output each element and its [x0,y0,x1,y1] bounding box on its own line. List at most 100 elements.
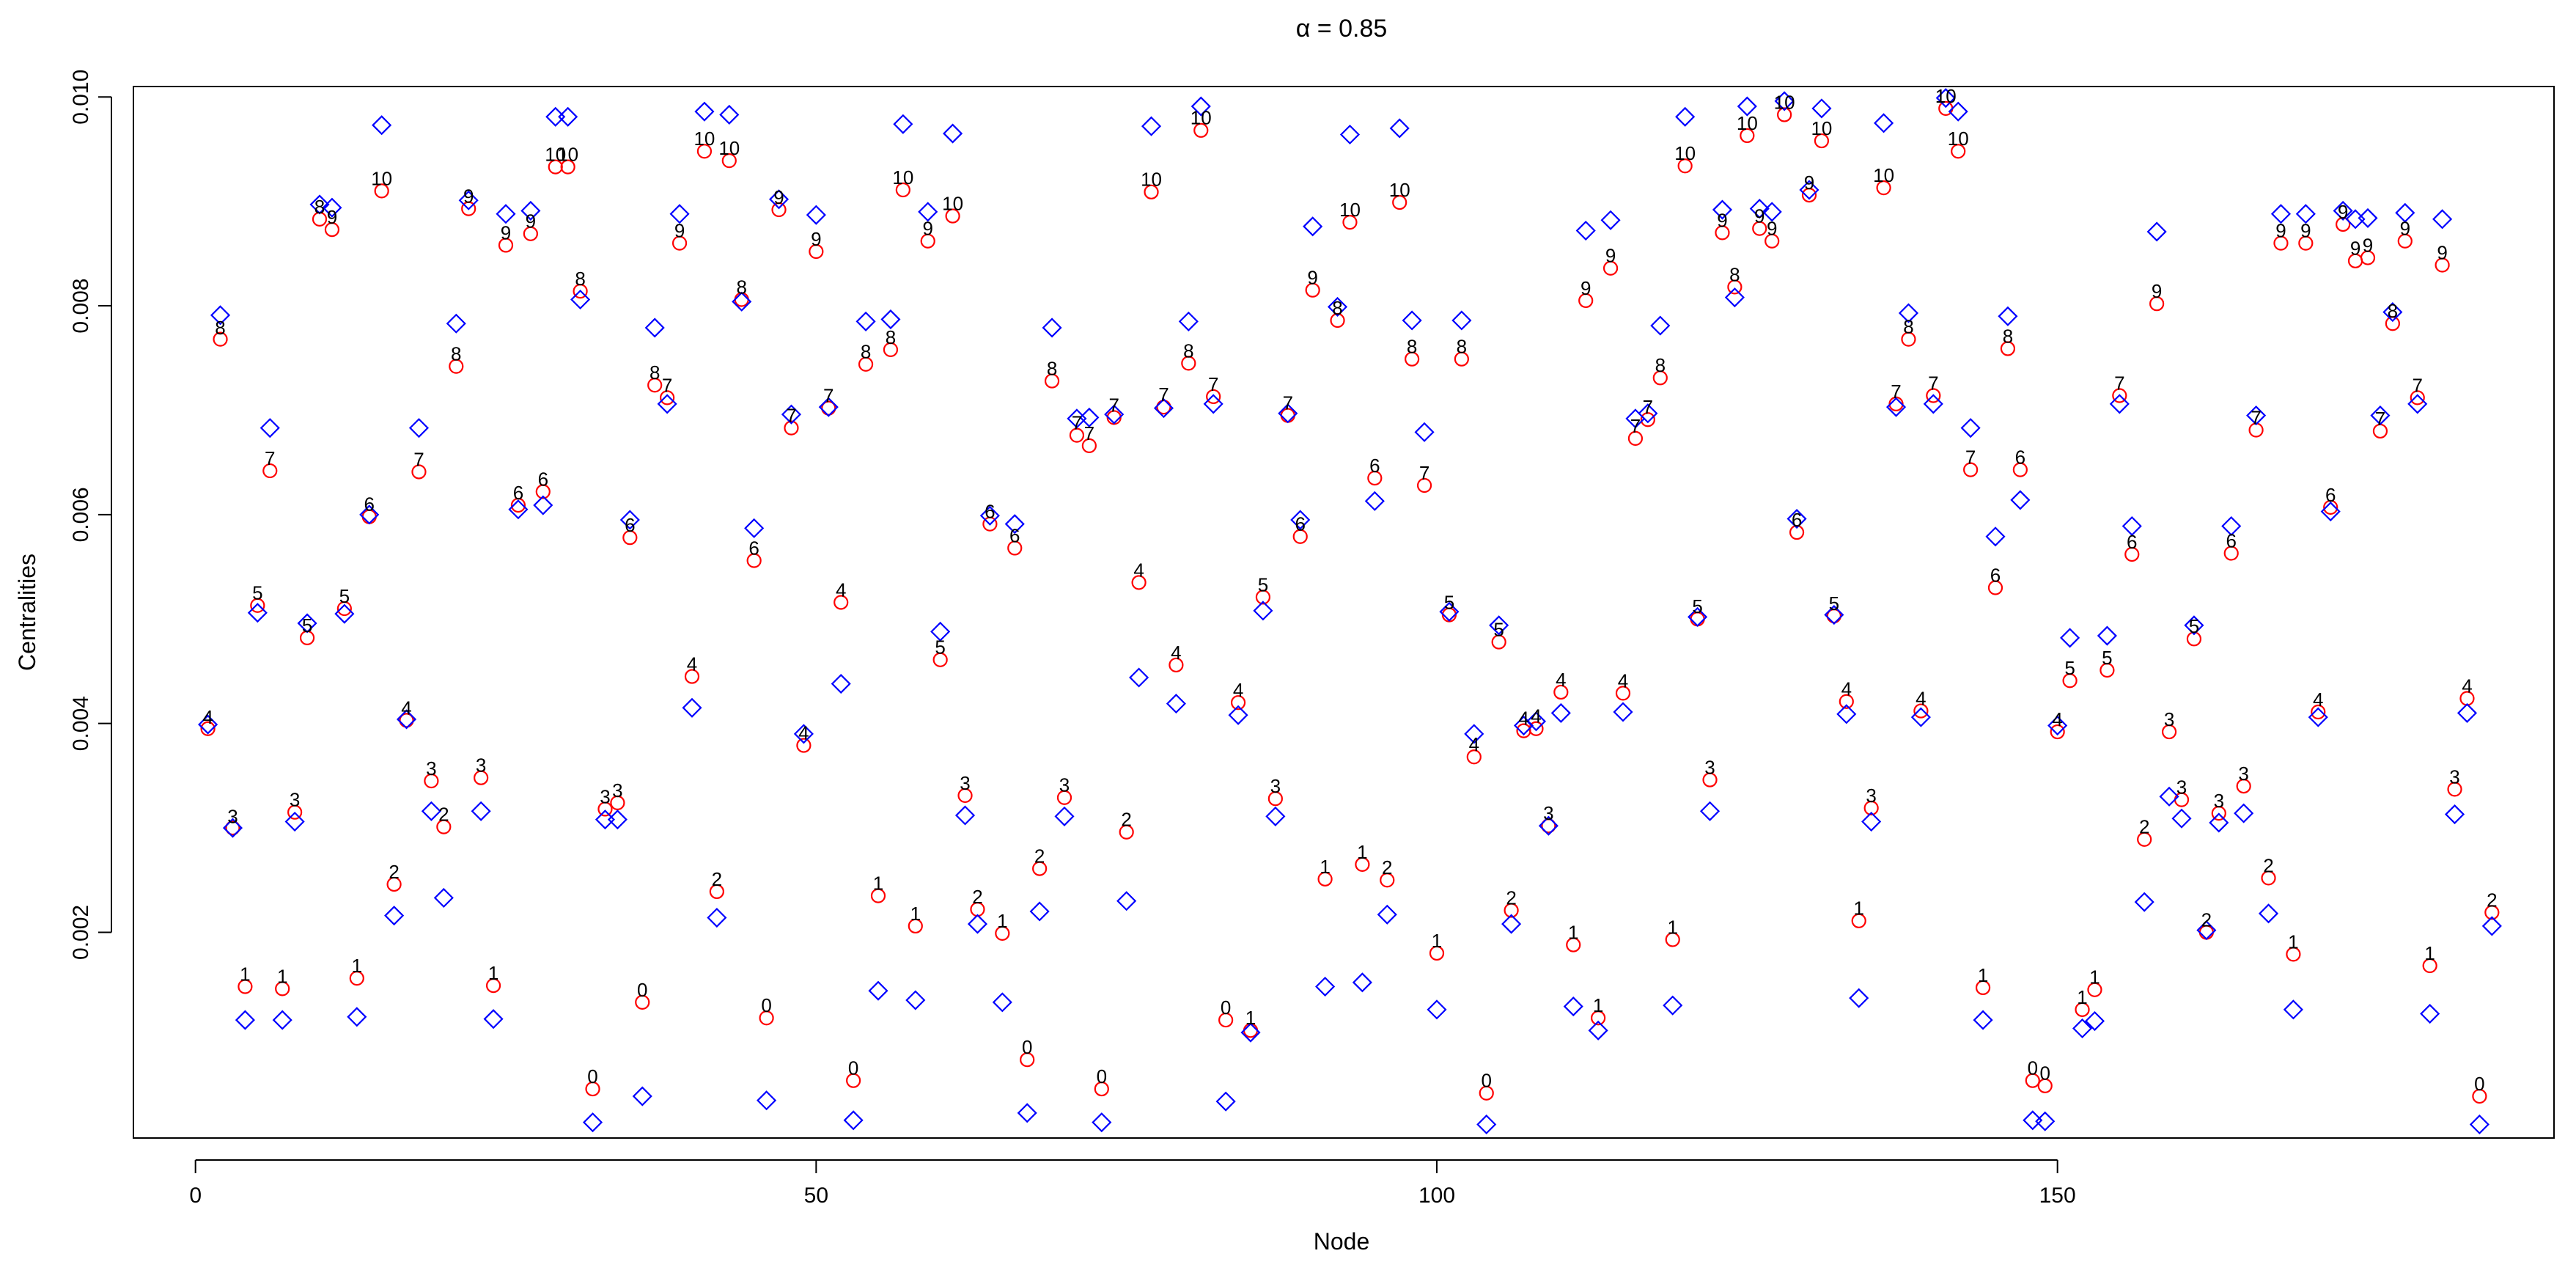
circle-point [622,530,638,546]
circle-point [2211,806,2226,821]
diamond-point [1811,98,1832,119]
point-label: 9 [1754,205,1764,227]
diamond-point [2270,204,2292,224]
point-label: 10 [1774,91,1795,113]
point-label: 4 [1556,669,1566,691]
point-label: 4 [202,706,213,728]
point-label: 3 [1704,756,1715,778]
diamond-point [2109,394,2130,414]
circle-point [671,235,688,251]
circle-point [883,342,899,357]
diamond-point [595,810,616,830]
circle-point [1826,608,1841,624]
diamond-point [1253,601,1273,621]
point-label: 8 [736,276,746,298]
point-label: 9 [1307,267,1317,289]
point-label: 0 [848,1057,858,1079]
circle-point [1380,873,1395,888]
diamond-point [619,510,640,530]
diamond-point [1588,1020,1608,1040]
circle-point [1801,187,1817,203]
diamond-point [1575,220,1596,241]
point-label: 10 [557,144,578,166]
circle-point [784,420,799,436]
diamond-point [2358,208,2378,228]
point-label: 7 [413,448,424,470]
diamond-point [2320,502,2341,522]
diamond-point [1824,605,1844,625]
diamond-point [433,887,454,909]
diamond-point [2370,405,2391,426]
diamond-point [1898,303,1919,323]
diamond-point [1303,216,1323,237]
diamond-point [396,709,417,730]
diamond-point [1166,694,1186,714]
circle-point [1044,373,1060,389]
diamond-point [1638,403,1658,424]
circle-point [684,669,700,684]
diamond-point [1129,667,1149,688]
diamond-point [2023,1110,2043,1131]
point-label: 6 [2226,529,2236,551]
point-label: 0 [1481,1070,1491,1092]
point-label: 10 [1873,164,1894,186]
diamond-point [2084,1010,2105,1032]
point-label: 6 [2015,447,2025,469]
diamond-point [2420,1003,2440,1024]
circle-point [2397,233,2413,249]
circle-point [1416,477,1432,493]
circle-point [1541,818,1556,834]
diamond-point [1663,995,1683,1016]
point-label: 9 [674,220,685,242]
circle-point [2336,216,2351,232]
circle-point [1342,215,1358,230]
point-label: 10 [892,166,913,188]
diamond-point [607,810,628,830]
point-label: 7 [1072,412,1082,434]
circle-point [2261,870,2276,886]
circle-point [250,598,265,613]
circle-point [1913,703,1929,719]
diamond-point [496,204,516,224]
diamond-point [1885,397,1907,417]
point-label: 3 [600,785,610,807]
circle-point [573,284,588,299]
diamond-point [235,1010,255,1030]
circle-point [2385,316,2400,331]
point-label: 4 [1916,687,1926,709]
diamond-point [1550,702,1571,723]
diamond-point [1688,606,1708,627]
point-label: 1 [1357,841,1367,863]
diamond-point [632,1086,652,1106]
point-label: 0 [2028,1057,2038,1079]
circle-point [1032,861,1048,876]
circle-point [449,359,464,374]
circle-point [1007,540,1023,556]
circle-point [1627,430,1644,446]
diamond-point [384,906,405,926]
circle-point [833,595,849,610]
point-label: 6 [364,493,374,515]
circle-point [1591,1010,1606,1026]
diamond-point [682,697,702,718]
point-label: 1 [2424,942,2435,964]
point-label: 4 [687,653,697,675]
diamond-point [868,980,888,1001]
circle-point [821,400,836,416]
diamond-point [2481,916,2502,936]
circle-point [1863,800,1879,816]
diamond-point [2333,200,2353,221]
point-label: 5 [2189,615,2199,637]
diamond-point [768,189,790,210]
circle-point [746,553,762,568]
diamond-point [1352,972,1372,993]
point-label: 8 [1457,336,1467,358]
circle-point [2137,832,2152,847]
diamond-point [1799,180,1819,200]
diamond-point [2295,204,2316,224]
circle-point [1752,221,1767,236]
diamond-point [905,990,926,1010]
point-label: 6 [513,482,523,504]
point-label: 8 [886,326,896,348]
